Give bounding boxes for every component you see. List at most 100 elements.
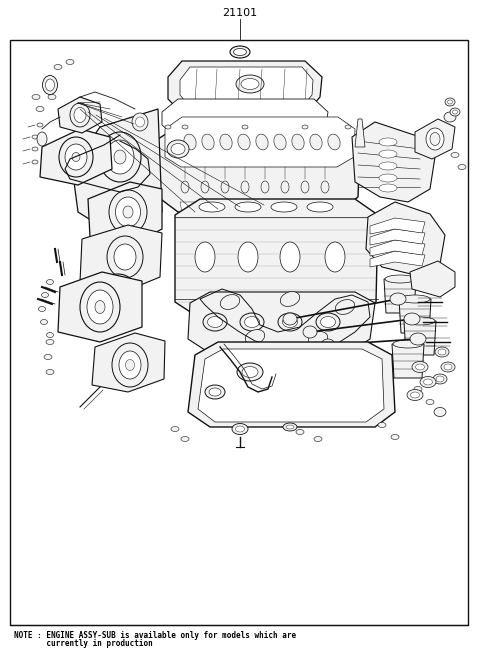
Polygon shape [370,251,425,267]
Ellipse shape [46,369,54,374]
Polygon shape [370,218,425,234]
Ellipse shape [116,197,141,227]
Ellipse shape [106,140,134,174]
Ellipse shape [37,123,43,127]
Ellipse shape [391,434,399,440]
Ellipse shape [201,181,209,193]
Polygon shape [399,299,431,333]
Ellipse shape [321,181,329,193]
Ellipse shape [404,313,420,325]
Ellipse shape [241,78,259,89]
Polygon shape [198,349,384,422]
Ellipse shape [405,317,435,325]
Ellipse shape [230,46,250,58]
Ellipse shape [41,292,48,298]
Ellipse shape [393,340,423,348]
Ellipse shape [233,49,247,55]
Ellipse shape [303,326,317,338]
Ellipse shape [80,282,120,332]
Ellipse shape [240,313,264,331]
Polygon shape [188,342,395,427]
Ellipse shape [108,278,128,292]
Ellipse shape [285,202,307,216]
Ellipse shape [48,95,56,99]
Ellipse shape [321,317,336,327]
Ellipse shape [426,399,434,405]
Ellipse shape [379,138,397,146]
Ellipse shape [112,343,148,387]
Polygon shape [40,129,112,185]
Ellipse shape [221,202,243,216]
Polygon shape [188,292,375,352]
Ellipse shape [202,134,214,150]
Ellipse shape [292,134,304,150]
Ellipse shape [280,292,300,306]
Ellipse shape [245,330,264,344]
Ellipse shape [220,134,232,150]
Ellipse shape [450,108,460,116]
Ellipse shape [379,184,397,192]
Ellipse shape [345,125,351,129]
Ellipse shape [274,134,286,150]
Ellipse shape [241,181,249,193]
Polygon shape [158,125,360,212]
Ellipse shape [167,140,189,158]
Ellipse shape [181,436,189,442]
Ellipse shape [203,313,227,331]
Polygon shape [392,344,424,378]
Ellipse shape [436,376,444,382]
Ellipse shape [434,407,446,417]
Ellipse shape [410,392,420,398]
Ellipse shape [438,349,446,355]
Ellipse shape [114,150,126,164]
Ellipse shape [242,367,258,378]
Ellipse shape [46,79,55,91]
Ellipse shape [236,426,244,432]
Ellipse shape [47,279,53,284]
Polygon shape [410,261,455,297]
Ellipse shape [99,132,141,182]
Polygon shape [415,119,455,159]
Ellipse shape [256,134,268,150]
Ellipse shape [453,110,457,114]
Ellipse shape [114,282,122,288]
Polygon shape [242,202,262,212]
Polygon shape [162,99,328,137]
Ellipse shape [125,359,134,371]
Ellipse shape [433,374,447,384]
Polygon shape [384,279,416,313]
Ellipse shape [123,206,133,218]
Ellipse shape [235,202,261,212]
Ellipse shape [114,244,136,270]
Ellipse shape [135,117,144,127]
Ellipse shape [430,133,440,145]
Text: 21101: 21101 [222,8,258,18]
Ellipse shape [445,98,455,106]
Polygon shape [58,272,142,342]
Ellipse shape [307,202,333,212]
Ellipse shape [181,181,189,193]
Ellipse shape [302,125,308,129]
Ellipse shape [103,274,133,296]
Ellipse shape [316,313,340,331]
Ellipse shape [458,164,466,170]
Ellipse shape [238,242,258,272]
Ellipse shape [95,300,105,313]
Polygon shape [175,199,378,317]
Text: NOTE : ENGINE ASSY-SUB is available only for models which are: NOTE : ENGINE ASSY-SUB is available only… [14,631,296,639]
Ellipse shape [390,293,406,305]
Ellipse shape [314,436,322,442]
Ellipse shape [385,275,415,283]
Ellipse shape [44,355,52,359]
Ellipse shape [232,424,248,434]
Ellipse shape [119,351,141,379]
Ellipse shape [184,134,196,150]
Ellipse shape [336,300,355,315]
Ellipse shape [283,313,297,325]
Ellipse shape [171,426,179,432]
Ellipse shape [296,430,304,434]
Ellipse shape [32,95,40,99]
Ellipse shape [32,147,38,151]
Ellipse shape [242,125,248,129]
Ellipse shape [435,347,449,357]
